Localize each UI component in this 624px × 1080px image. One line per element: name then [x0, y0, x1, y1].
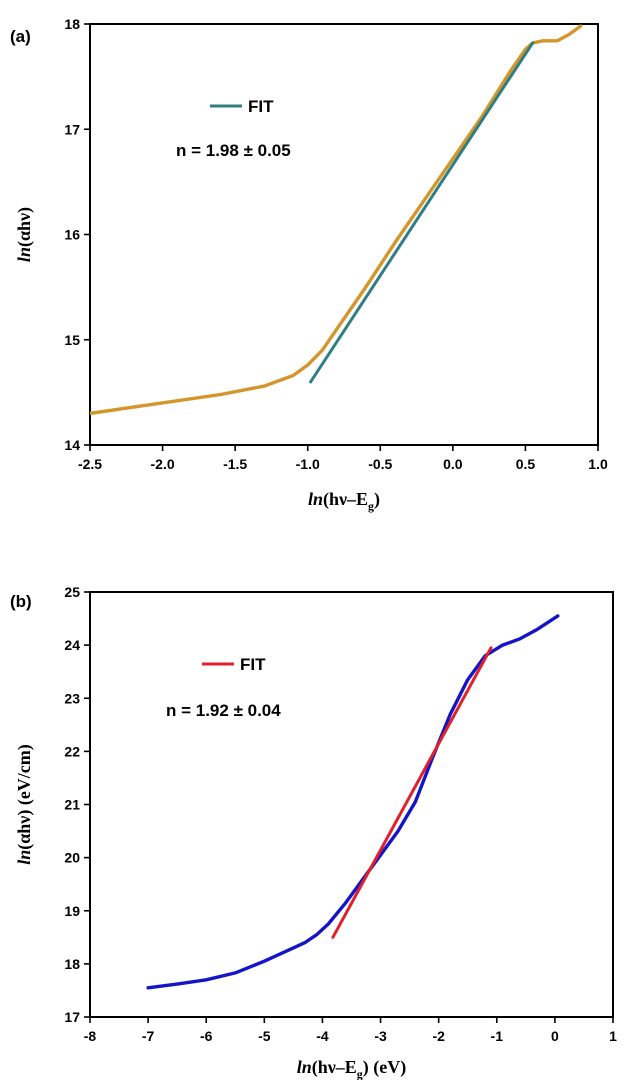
- x-axis-title-sub: g: [368, 499, 374, 513]
- x-tick-label: -0.5: [368, 456, 392, 472]
- x-tick-label: -1.5: [223, 456, 247, 472]
- y-axis-title-main: (αhν): [14, 207, 35, 247]
- x-tick-label: -1.0: [296, 456, 320, 472]
- x-axis-title-ln: ln: [308, 489, 323, 509]
- x-tick-label: -2.5: [78, 456, 102, 472]
- y-axis-title-ln: ln: [14, 850, 34, 865]
- x-tick-label: -7: [142, 1028, 155, 1044]
- y-tick-label: 22: [64, 743, 80, 759]
- panel-label: (b): [10, 592, 32, 611]
- fit-exponent-note: n = 1.98 ± 0.05: [176, 141, 291, 160]
- data-curve: [90, 24, 583, 416]
- x-axis-title-tail: ) (eV): [363, 1057, 406, 1078]
- fit-line: [331, 646, 493, 939]
- x-axis-title-sub: g: [357, 1067, 363, 1080]
- y-axis-title-ln: ln: [14, 247, 34, 262]
- y-axis-title-main: (αhν) (eV/cm): [14, 744, 35, 850]
- plot-frame: [89, 23, 599, 446]
- x-tick-label: 1.0: [588, 456, 608, 472]
- x-tick-label: 1: [609, 1028, 617, 1044]
- x-tick-label: 0.5: [516, 456, 536, 472]
- chart-panel-b: (b) -8 -7 -6 -5 -4 -3 -2 -1 0 1 17 18 19 20 21 22 23 24 25 l…: [10, 584, 617, 1080]
- data-curve: [146, 614, 560, 990]
- y-axis-title: ln(αhν) (eV/cm): [14, 744, 35, 865]
- legend-label: FIT: [240, 655, 266, 674]
- x-tick-label: -2.0: [151, 456, 175, 472]
- x-tick-label: 0: [551, 1028, 559, 1044]
- fit-exponent-note: n = 1.92 ± 0.04: [166, 701, 281, 720]
- y-tick-label: 23: [64, 690, 80, 706]
- y-tick-label: 24: [64, 637, 80, 653]
- x-axis-title: ln(hν–Eg): [308, 489, 380, 513]
- panel-label: (a): [10, 27, 31, 46]
- y-tick-label: 19: [64, 903, 80, 919]
- y-tick-label: 17: [64, 121, 80, 137]
- y-tick-label: 20: [64, 850, 80, 866]
- y-tick-label: 18: [64, 16, 80, 32]
- y-tick-label: 25: [64, 584, 80, 600]
- y-tick-label: 16: [64, 227, 80, 243]
- x-tick-label: -4: [316, 1028, 329, 1044]
- legend-label: FIT: [248, 97, 274, 116]
- plot-frame: [89, 591, 614, 1018]
- x-axis-title-ln: ln: [297, 1057, 312, 1077]
- x-tick-label: -1: [491, 1028, 504, 1044]
- x-tick-label: -2: [432, 1028, 445, 1044]
- y-axis-title: ln(αhν): [14, 207, 35, 262]
- x-axis-title: ln(hν–Eg) (eV): [297, 1057, 407, 1080]
- x-tick-label: -8: [84, 1028, 97, 1044]
- x-axis-title-main: (hν–E: [323, 489, 368, 510]
- y-tick-label: 21: [64, 797, 80, 813]
- x-tick-label: 0.0: [443, 456, 463, 472]
- x-tick-label: -6: [200, 1028, 213, 1044]
- y-tick-label: 15: [64, 332, 80, 348]
- fit-line: [309, 41, 535, 384]
- y-tick-label: 14: [64, 437, 80, 453]
- y-tick-label: 18: [64, 956, 80, 972]
- x-axis-title-main: (hν–E: [312, 1057, 357, 1078]
- x-tick-label: -3: [374, 1028, 387, 1044]
- chart-panel-a: (a) -2.5 -2.0 -1.5 -1.0 -0.5 0.0 0.5 1.0 14 15 16 17…: [10, 16, 608, 513]
- y-tick-label: 17: [64, 1009, 80, 1025]
- x-axis-title-tail: ): [374, 489, 380, 510]
- x-tick-label: -5: [258, 1028, 271, 1044]
